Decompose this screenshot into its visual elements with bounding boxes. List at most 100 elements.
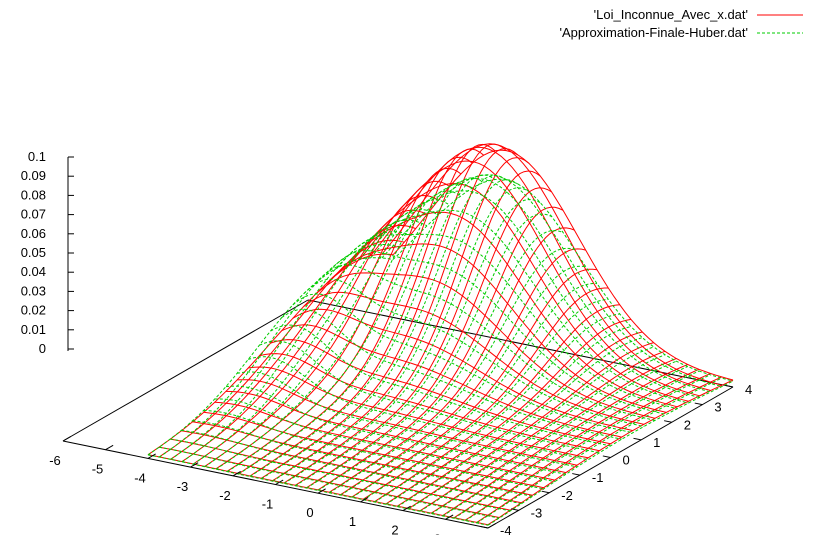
y-tick-label: 3 bbox=[714, 400, 721, 415]
surface-line-x bbox=[303, 278, 645, 427]
surface-line-x bbox=[192, 420, 533, 497]
surface-series-1 bbox=[147, 143, 734, 526]
surface-line-x bbox=[281, 324, 622, 438]
x-tick-mark bbox=[275, 479, 284, 485]
y-tick-label: 1 bbox=[653, 435, 660, 450]
z-tick-label: 0.03 bbox=[21, 283, 46, 298]
surface-line-x bbox=[225, 390, 567, 474]
z-tick-label: 0 bbox=[39, 341, 46, 356]
z-tick-label: 0.09 bbox=[21, 168, 46, 183]
x-tick-mark bbox=[147, 453, 156, 459]
surface-line-x bbox=[248, 356, 589, 461]
surface-line-x bbox=[237, 379, 578, 466]
tick-layer: -6-5-4-3-2-101234-4-3-2-10123400.010.020… bbox=[21, 149, 753, 535]
surface-line-x bbox=[348, 182, 689, 402]
y-tick-mark bbox=[694, 402, 703, 406]
surface-line-y bbox=[431, 360, 677, 515]
x-tick-label: -4 bbox=[134, 470, 146, 485]
y-tick-mark bbox=[663, 420, 672, 423]
x-tick-label: 3 bbox=[434, 531, 441, 535]
x-tick-label: 1 bbox=[349, 514, 356, 529]
x-tick-label: -1 bbox=[262, 497, 274, 512]
surface-line-x bbox=[248, 366, 589, 459]
surface-line-x bbox=[292, 293, 633, 434]
surface-line-x bbox=[325, 243, 667, 413]
y-tick-mark bbox=[541, 490, 550, 494]
y-tick-mark bbox=[480, 525, 489, 529]
z-tick-label: 0.06 bbox=[21, 226, 46, 241]
surface-line-x bbox=[270, 324, 611, 447]
surface-line-x bbox=[147, 454, 489, 526]
legend-label: 'Loi_Inconnue_Avec_x.dat' bbox=[594, 7, 748, 22]
x-tick-label: -6 bbox=[49, 453, 61, 468]
x-tick-mark bbox=[62, 436, 71, 442]
y-tick-label: -3 bbox=[531, 505, 543, 520]
surface-line-x bbox=[192, 421, 533, 496]
x-tick-mark bbox=[360, 497, 369, 503]
surface-line-x bbox=[381, 143, 723, 386]
surface-line-x bbox=[203, 409, 544, 490]
x-tick-label: -5 bbox=[92, 462, 104, 477]
surface-line-y bbox=[193, 209, 439, 465]
z-tick-label: 0.1 bbox=[28, 149, 46, 164]
surface-line-x bbox=[303, 291, 645, 425]
surface-line-x bbox=[370, 178, 711, 393]
surface-line-x bbox=[359, 160, 700, 397]
surface-line-x bbox=[225, 385, 567, 475]
surface-line-x bbox=[237, 371, 578, 468]
z-tick-label: 0.02 bbox=[21, 303, 46, 318]
y-tick-mark bbox=[572, 473, 580, 476]
surface-line-y bbox=[465, 374, 711, 522]
y-tick-label: 4 bbox=[745, 382, 752, 397]
x-tick-mark bbox=[445, 514, 454, 520]
x-tick-mark bbox=[232, 470, 241, 477]
x-tick-label: 2 bbox=[391, 523, 398, 535]
surface-line-x bbox=[370, 146, 711, 391]
z-tick-label: 0.07 bbox=[21, 207, 46, 222]
surface-line-x bbox=[336, 233, 678, 410]
x-tick-label: 0 bbox=[306, 505, 313, 520]
y-axis-line bbox=[62, 299, 309, 442]
z-tick-label: 0.01 bbox=[21, 322, 46, 337]
surface-line-x bbox=[270, 339, 611, 445]
legend: 'Loi_Inconnue_Avec_x.dat' 'Approximation-… bbox=[560, 7, 803, 40]
x-tick-label: -2 bbox=[219, 488, 231, 503]
surface-line-x bbox=[314, 272, 656, 419]
surface-line-y bbox=[261, 143, 507, 479]
surface-line-x bbox=[259, 353, 600, 452]
surface-line-y bbox=[317, 229, 564, 491]
y-tick-mark bbox=[633, 437, 642, 441]
x-tick-label: -3 bbox=[177, 479, 189, 494]
surface-line-y bbox=[170, 231, 416, 460]
x-tick-mark bbox=[105, 444, 114, 451]
surface-line-x bbox=[281, 308, 622, 440]
surface-line-y bbox=[487, 380, 734, 526]
surface-line-x bbox=[292, 308, 633, 432]
surface-line-y bbox=[295, 170, 541, 486]
surface-line-y bbox=[249, 174, 496, 477]
y-tick-label: 0 bbox=[623, 453, 630, 468]
surface-line-y bbox=[272, 179, 518, 482]
surface-line-x bbox=[348, 209, 689, 404]
legend-label: 'Approximation-Finale-Huber.dat' bbox=[560, 25, 749, 40]
z-tick-label: 0.05 bbox=[21, 245, 46, 260]
surface-line-x bbox=[181, 429, 522, 505]
y-tick-mark bbox=[602, 455, 611, 458]
surface-line-x bbox=[392, 178, 734, 382]
surface-line-y bbox=[329, 247, 575, 494]
surface-line-y bbox=[215, 190, 462, 470]
surface-line-x bbox=[359, 190, 700, 398]
y-tick-mark bbox=[510, 508, 519, 511]
z-tick-label: 0.04 bbox=[21, 264, 46, 279]
surface-line-y bbox=[204, 199, 450, 468]
x-tick-mark bbox=[317, 488, 326, 494]
surface-line-x bbox=[214, 401, 555, 481]
surface-line-x bbox=[214, 398, 555, 483]
surface-line-x bbox=[336, 211, 678, 408]
surface-line-y bbox=[397, 337, 643, 508]
y-tick-mark bbox=[725, 384, 734, 388]
surface-line-x bbox=[159, 446, 500, 519]
z-tick-label: 0.08 bbox=[21, 187, 46, 202]
surface-line-x bbox=[170, 438, 511, 512]
